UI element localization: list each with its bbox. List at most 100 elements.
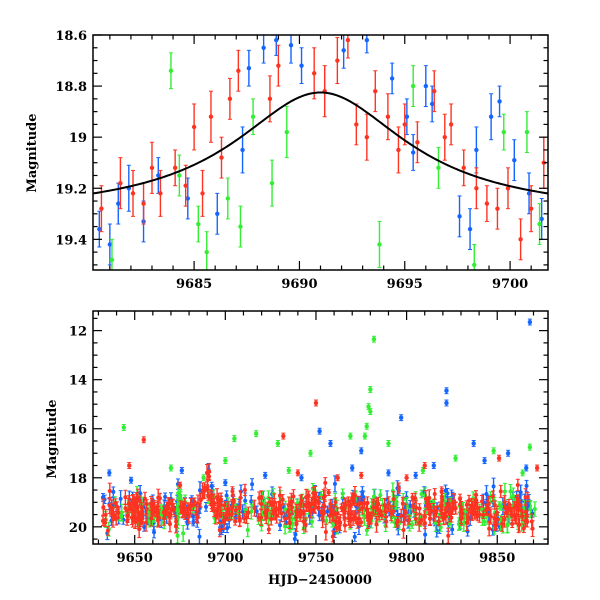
bottom-red-cloud-point-307-marker [448,508,453,513]
bottom-green-cloud-point-169 [119,512,124,521]
top-red-point-31 [474,167,479,210]
bottom-green-cloud-point-55-marker [340,491,345,496]
top-green-point-9-marker [284,129,289,135]
top-blue-point-16-marker [389,76,395,81]
bottom-red-cloud-point-272-marker [129,506,134,511]
bottom-red-cloud-point-391 [252,499,257,517]
bottom-red-cloud-point-210 [259,490,264,504]
top-green-point-1 [168,52,174,90]
bottom-green-outlier-2-marker [366,404,371,409]
top-red-point-23-marker [385,114,391,119]
bottom-red-cloud-point-264-marker [186,514,191,519]
bottom-red-cloud-point-409-marker [436,519,441,524]
bottom-blue-outlier-5-marker [328,441,333,446]
top-red-point-19-marker [345,37,351,43]
bottom-red-cloud-point-417 [312,495,317,513]
bottom-red-cloud-point-223 [440,512,445,522]
top-blue-point-9-marker [246,66,252,71]
bottom-red-cloud-point-400 [230,499,235,515]
bottom-red-cloud-point-141-marker [256,515,261,520]
bottom-blue-outlier-2-marker [444,400,449,406]
bottom-red-cloud-point-365-marker [444,505,449,510]
bottom-red-cloud-point-363-marker [386,502,391,507]
top-red-point-15 [276,44,281,87]
bottom-red-cloud-point-332 [225,504,230,515]
top-green-point-9 [284,106,289,159]
bottom-red-cloud-point-354 [513,513,518,525]
top-red-point-22 [373,70,378,113]
top-green-point-0-marker [109,257,115,262]
top-blue-point-26 [512,139,517,182]
bottom-blue-outlier-17 [505,449,511,457]
bottom-blue-cloud-point-183-marker [484,491,489,496]
bottom-blue-outlier-18 [524,464,529,472]
bottom-red-cloud-point-338 [319,507,324,518]
top-red-point-2 [130,169,136,217]
bottom-blue-outlier-5 [328,439,333,447]
top-red-point-20-marker [354,122,359,127]
top-red-point-29 [448,103,454,146]
bottom-red-cloud-point-147 [406,515,411,525]
top-x-tick-label: 9690 [281,277,317,292]
top-blue-point-25 [497,85,502,118]
top-blue-point-12-marker [288,43,294,48]
bottom-red-cloud-point-251-marker [201,490,206,495]
bottom-red-cloud-point-47 [382,497,387,513]
bottom-red-cloud-point-252-marker [134,497,139,502]
bottom-red-cloud-point-360-marker [272,500,277,505]
bottom-red-cloud-point-407 [427,508,432,520]
bottom-red-cloud-point-308-marker [323,480,328,485]
top-blue-point-24-marker [488,114,494,119]
bottom-red-cloud-point-355 [195,511,200,524]
bottom-blue-cloud-point-104-marker [332,481,337,486]
bottom-red-cloud-point-402-marker [309,502,314,507]
top-blue-point-8-marker [240,147,245,153]
top-red-point-26-marker [415,140,420,145]
bottom-red-cloud-point-352 [306,490,311,501]
top-red-point-30-marker [461,165,466,171]
bottom-red-cloud-point-192 [464,500,469,510]
top-red-point-21-marker [364,134,370,140]
top-green-point-8-marker [269,180,275,186]
bottom-red-cloud-point-119 [222,501,227,510]
bottom-red-cloud-point-340-marker [209,493,214,498]
bottom-red-cloud-point-414 [352,497,357,507]
top-red-point-4 [149,141,155,194]
bottom-green-cloud-point-152-marker [447,521,452,526]
bottom-blue-outlier-8 [107,469,112,477]
bottom-red-cloud-point-221 [458,496,463,513]
bottom-red-cloud-point-232-marker [500,521,505,526]
bottom-red-cloud-point-254 [475,501,480,515]
bottom-green-cloud-point-202 [505,516,510,534]
bottom-red-cloud-point-412 [506,498,511,509]
bottom-red-cloud-point-212-marker [484,507,489,512]
bottom-blue-cloud-point-121-marker [352,534,357,539]
bottom-blue-cloud-point-160 [191,517,196,527]
bottom-red-cloud-point-402 [309,497,314,512]
bottom-red-cloud-point-346-marker [169,506,174,511]
bottom-green-outlier-1-marker [368,387,373,392]
bottom-red-cloud-point-118-marker [494,510,499,515]
bottom-red-cloud-point-362-marker [331,511,336,516]
bottom-red-cloud-point-87 [414,500,419,516]
top-blue-point-12 [288,35,294,64]
bottom-red-cloud-point-381-marker [242,487,247,492]
bottom-red-cloud-point-369 [142,491,147,506]
bottom-red-cloud-point-76 [222,515,227,530]
bottom-red-cloud-point-412-marker [506,501,511,506]
bottom-red-cloud-point-245-marker [521,526,526,531]
bottom-green-cloud-point-95 [181,524,186,542]
bottom-red-cloud-point-239-marker [333,500,338,505]
bottom-red-cloud-point-374 [216,492,221,510]
bottom-red-cloud-point-181-marker [271,510,276,515]
bottom-red-cloud-point-351 [156,508,161,527]
bottom-green-cloud-point-88-marker [438,525,443,530]
bottom-red-cloud-point-387 [440,493,445,508]
bottom-red-cloud-point-284-marker [510,513,515,518]
bottom-blue-cloud-point-171 [197,528,202,544]
bottom-red-cloud-point-28 [323,523,328,541]
bottom-blue-cloud-point-77-marker [225,526,230,531]
bottom-red-cloud-point-345-marker [487,512,492,517]
bottom-red-cloud-point-106-marker [316,501,321,506]
bottom-red-cloud-point-341 [472,501,477,519]
